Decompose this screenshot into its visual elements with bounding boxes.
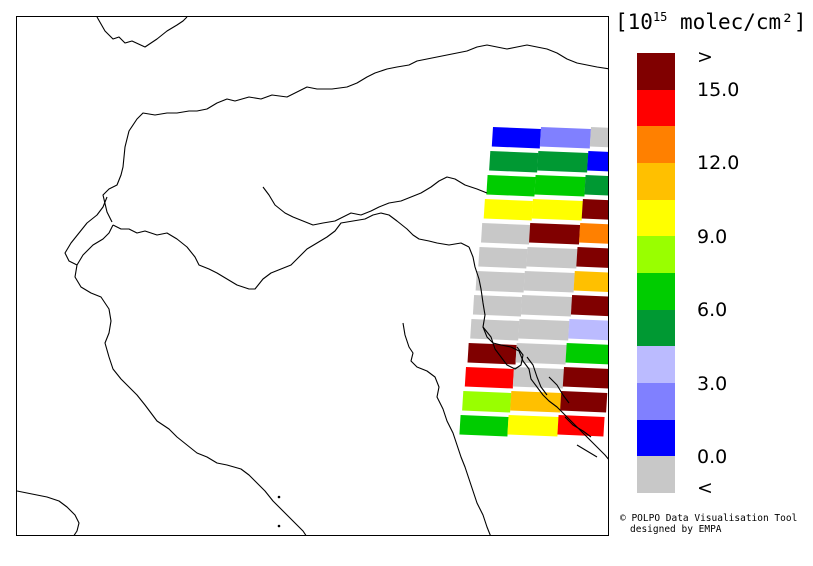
swath-pixel: [534, 175, 586, 197]
unit-exponent: 15: [652, 10, 668, 24]
swath-pixel: [579, 223, 608, 244]
legend-swatch: [637, 273, 675, 311]
swath-pixel: [470, 319, 520, 341]
swath-pixel: [537, 151, 589, 173]
croatia-coast: [510, 346, 608, 460]
italy-slovenia-border: [468, 246, 512, 348]
swath-pixel: [510, 391, 562, 413]
legend-swatch: [637, 236, 675, 274]
swath-pixel: [459, 415, 509, 437]
credit-text: © POLPO Data Visualisation Tool designed…: [620, 513, 797, 535]
swath-pixel: [576, 247, 608, 268]
france-italy-border-south: [17, 490, 80, 535]
austria-germany-south-border: [262, 176, 488, 226]
swath-pixel: [562, 367, 608, 389]
legend-swatch: [637, 199, 675, 237]
legend-swatch: [637, 383, 675, 421]
switzerland-italy-border: [112, 212, 470, 290]
adriatic-coast: [402, 322, 491, 535]
legend-swatch: [637, 419, 675, 457]
swath-pixel: [464, 367, 514, 389]
legend-tick-label: 3.0: [697, 373, 728, 395]
legend-swatch: [637, 163, 675, 201]
satellite-swath: [459, 127, 608, 437]
swath-pixel: [486, 175, 536, 197]
swath-pixel: [489, 151, 539, 173]
swath-pixel: [481, 223, 531, 245]
credit-line-1: © POLPO Data Visualisation Tool: [620, 513, 798, 524]
legend-tick-label: <: [697, 477, 713, 499]
map-canvas: [17, 17, 608, 535]
swath-pixel: [483, 199, 533, 221]
swath-pixel: [557, 415, 605, 437]
swath-pixel: [539, 127, 591, 149]
swath-pixel: [472, 295, 523, 317]
swath-pixel: [526, 247, 578, 269]
swath-pixel: [584, 175, 608, 196]
swath-pixel: [478, 247, 528, 269]
swath-pixel: [568, 319, 608, 341]
swath-pixel: [507, 415, 559, 437]
credit-line-2: designed by EMPA: [630, 524, 722, 535]
swath-pixel: [570, 295, 608, 317]
istria-outline: [482, 326, 524, 370]
swath-pixel: [462, 391, 512, 413]
swath-pixel: [560, 391, 608, 413]
croatian-islands: [526, 356, 598, 458]
swath-pixel: [573, 271, 608, 292]
legend-swatch: [637, 456, 675, 494]
map-panel[interactable]: [16, 16, 609, 536]
swath-pixel: [529, 223, 581, 245]
legend-swatch: [637, 89, 675, 127]
legend-tick-label: 0.0: [697, 446, 728, 468]
legend-tick-label: 6.0: [697, 299, 728, 321]
swath-pixel: [523, 271, 575, 293]
swath-pixel: [512, 367, 564, 389]
legend-unit-label: [1015 molec/cm²]: [615, 10, 811, 34]
swath-pixel: [587, 151, 608, 172]
legend-tick-label: 9.0: [697, 226, 728, 248]
color-scale-bar: [637, 53, 675, 494]
swath-pixel: [520, 295, 573, 317]
legend-swatch: [637, 309, 675, 347]
legend-swatch: [637, 126, 675, 164]
swath-pixel: [518, 319, 570, 341]
swath-pixel: [565, 343, 608, 365]
small-islands: [277, 495, 281, 528]
swath-pixel: [491, 127, 541, 149]
legend-swatch: [637, 346, 675, 384]
country-borders: [17, 17, 608, 535]
germany-austria-border: [102, 44, 608, 223]
legend-swatch: [637, 53, 675, 91]
swath-pixel: [589, 127, 608, 148]
swath-pixel: [581, 199, 608, 220]
legend-tick-label: 15.0: [697, 79, 740, 101]
france-switzerland-border: [96, 17, 188, 48]
swath-pixel: [475, 271, 525, 293]
legend-tick-label: 12.0: [697, 152, 740, 174]
swath-pixel: [531, 199, 583, 221]
legend-tick-label: >: [697, 46, 713, 68]
unit-prefix: [10: [615, 10, 653, 34]
unit-suffix: molec/cm²]: [667, 10, 807, 34]
italy-peninsula-coast-west: [74, 224, 307, 535]
switzerland-west-border: [64, 196, 108, 266]
swath-pixel: [467, 343, 517, 365]
